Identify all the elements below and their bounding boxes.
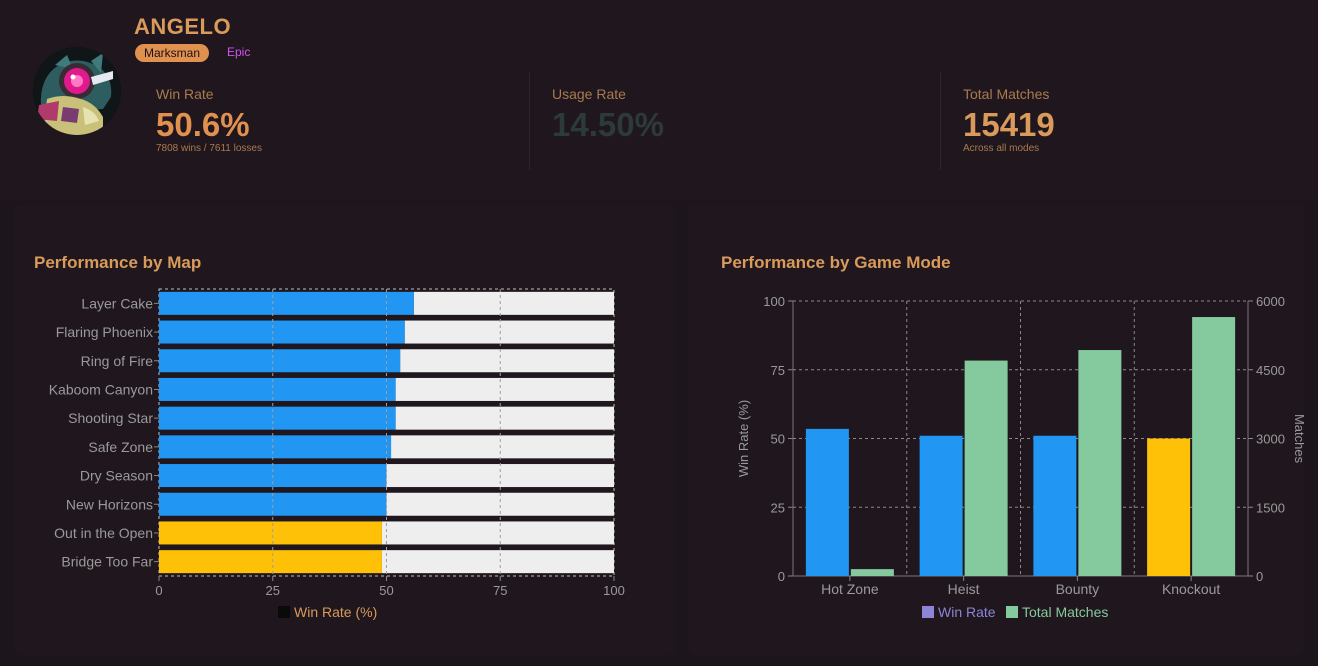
- map-x-tick-label: 100: [603, 583, 625, 598]
- map-bar-remainder: [404, 320, 614, 344]
- mode-category-label: Heist: [948, 581, 980, 597]
- mode-winrate-bar: [919, 435, 963, 576]
- map-category-label: Ring of Fire: [81, 353, 154, 369]
- brawler-portrait-icon: [33, 47, 121, 135]
- total-matches-label: Total Matches: [963, 86, 1050, 102]
- map-x-tick-label: 75: [493, 583, 507, 598]
- mode-chart-title: Performance by Game Mode: [721, 253, 951, 272]
- mode-category-label: Knockout: [1162, 581, 1220, 597]
- mode-y-tick-label: 50: [771, 432, 785, 447]
- map-category-label: Safe Zone: [88, 439, 153, 455]
- mode-legend-label: Win Rate: [938, 604, 996, 620]
- map-category-label: New Horizons: [66, 496, 153, 512]
- mode-legend-swatch-matches: [1006, 606, 1018, 618]
- map-bar: [159, 349, 401, 373]
- map-chart: Layer Cake Flaring Phoenix Ring of Fire Kab…: [49, 288, 625, 620]
- mode-y-tick-label: 100: [763, 294, 785, 309]
- map-category-label: Shooting Star: [68, 410, 153, 426]
- mode-legend-label: Total Matches: [1022, 604, 1108, 620]
- stat-divider: [940, 72, 941, 170]
- map-category-label: Flaring Phoenix: [56, 324, 153, 340]
- map-chart-frame: [158, 288, 615, 577]
- map-category-label: Layer Cake: [81, 295, 153, 311]
- map-bar: [159, 521, 382, 545]
- map-bar-remainder: [395, 406, 614, 430]
- mode-category-label: Bounty: [1056, 581, 1100, 597]
- map-bar-remainder: [391, 435, 614, 459]
- map-bar-remainder: [386, 492, 614, 516]
- win-rate-value: 50.6%: [156, 106, 250, 143]
- map-category-label: Out in the Open: [54, 525, 153, 541]
- mode-winrate-bar: [1033, 435, 1077, 576]
- win-rate-stat: Win Rate 50.6% 7808 wins / 7611 losses: [156, 86, 262, 154]
- mode-matches-bar: [850, 569, 894, 576]
- win-rate-label: Win Rate: [156, 86, 214, 102]
- map-bar-remainder: [400, 349, 614, 373]
- map-bar: [159, 291, 414, 315]
- mode-category-label: Hot Zone: [821, 581, 879, 597]
- total-matches-sub: Across all modes: [963, 143, 1040, 154]
- mode-y-tick-label: 75: [771, 363, 785, 378]
- mode-y2-tick-label: 4500: [1256, 363, 1285, 378]
- map-performance-card: Performance by Map Layer Cake Flaring Pho…: [14, 205, 676, 655]
- brawler-name: ANGELO: [134, 14, 232, 39]
- map-bar-remainder: [381, 550, 614, 574]
- usage-rate-stat: Usage Rate 14.50%: [552, 86, 664, 143]
- map-category-label: Dry Season: [80, 468, 153, 484]
- map-bar: [159, 435, 392, 459]
- map-bar-remainder: [413, 291, 614, 315]
- map-legend-label: Win Rate (%): [294, 604, 377, 620]
- mode-matches-bar: [1192, 317, 1236, 576]
- mode-matches-bar: [1078, 350, 1122, 576]
- mode-y2-tick-label: 3000: [1256, 432, 1285, 447]
- map-x-tick-label: 25: [266, 583, 280, 598]
- mode-legend-swatch-winrate: [922, 606, 934, 618]
- map-chart-title: Performance by Map: [34, 253, 202, 272]
- map-category-label: Bridge Too Far: [61, 554, 153, 570]
- mode-y-tick-label: 0: [778, 569, 785, 584]
- total-matches-stat: Total Matches 15419 Across all modes: [963, 86, 1055, 154]
- mode-y-axis-title: Win Rate (%): [736, 400, 751, 477]
- map-bar: [159, 406, 396, 430]
- brawler-header: ANGELO Marksman Epic Win Rate 50.6% 7808…: [0, 0, 1318, 200]
- brawler-avatar: [33, 47, 121, 135]
- map-legend-swatch: [278, 606, 290, 618]
- map-bar-remainder: [381, 521, 614, 545]
- mode-y2-tick-label: 1500: [1256, 500, 1285, 515]
- map-bar-remainder: [395, 377, 614, 401]
- mode-performance-card: Performance by Game Mode 0 25 50 75 100 0 1500…: [688, 205, 1304, 655]
- rarity-label: Epic: [227, 45, 251, 59]
- map-bar: [159, 550, 382, 574]
- total-matches-value: 15419: [963, 106, 1055, 143]
- map-x-tick-label: 0: [155, 583, 162, 598]
- map-x-tick-label: 50: [379, 583, 393, 598]
- mode-y2-tick-label: 0: [1256, 569, 1263, 584]
- mode-y2-axis-title: Matches: [1292, 414, 1304, 464]
- map-bar: [159, 320, 405, 344]
- usage-rate-label: Usage Rate: [552, 86, 626, 102]
- mode-winrate-bar: [805, 428, 849, 576]
- mode-matches-bar: [964, 360, 1008, 576]
- map-category-label: Kaboom Canyon: [49, 381, 153, 397]
- class-badge: Marksman: [135, 44, 210, 62]
- mode-y2-tick-label: 6000: [1256, 294, 1285, 309]
- mode-winrate-bar: [1147, 438, 1191, 576]
- mode-chart: 0 25 50 75 100 0 1500 3000 4500 6000 Hot Zone Heist…: [736, 294, 1304, 620]
- usage-rate-value: 14.50%: [552, 106, 664, 143]
- mode-y-tick-label: 25: [771, 500, 785, 515]
- map-bar: [159, 492, 387, 516]
- win-rate-sub: 7808 wins / 7611 losses: [156, 143, 262, 154]
- stat-divider: [529, 72, 530, 170]
- map-bar: [159, 377, 396, 401]
